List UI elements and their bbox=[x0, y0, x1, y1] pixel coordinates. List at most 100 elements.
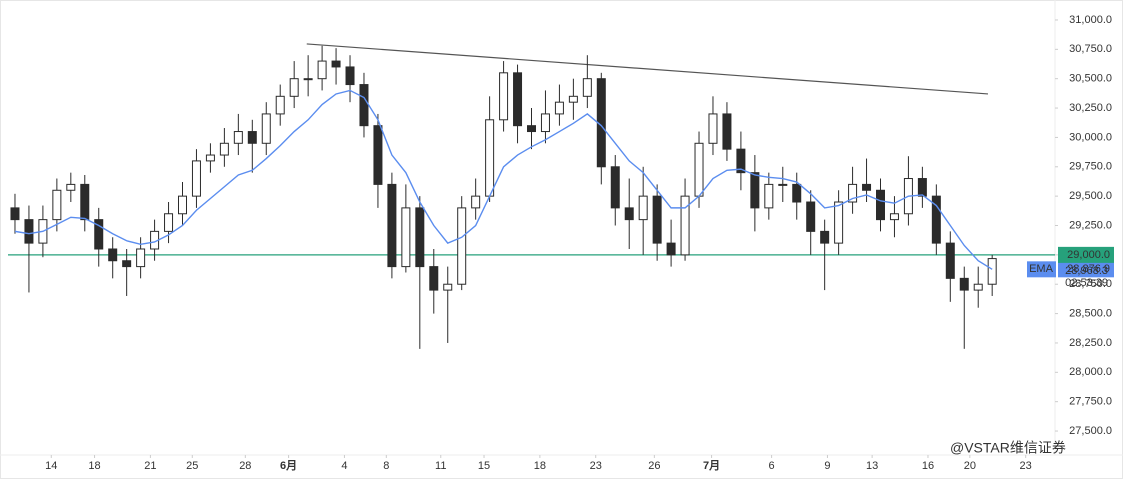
y-tick-label: 28,000.0 bbox=[1069, 366, 1112, 378]
y-tick-label: 30,750.0 bbox=[1069, 43, 1112, 55]
candle-body bbox=[666, 242, 676, 256]
x-tick-label: 14 bbox=[45, 460, 57, 472]
candle-body bbox=[764, 183, 774, 209]
candle-body bbox=[317, 60, 327, 80]
candle-body bbox=[261, 113, 271, 144]
x-tick-label: 23 bbox=[590, 460, 602, 472]
candle-body bbox=[247, 131, 257, 144]
x-tick-label: 16 bbox=[922, 460, 934, 472]
candle-body bbox=[638, 195, 648, 221]
y-tick-label: 30,250.0 bbox=[1069, 102, 1112, 114]
candle-body bbox=[345, 66, 355, 86]
x-tick-label: 6 bbox=[769, 460, 775, 472]
candle-body bbox=[373, 125, 383, 185]
watermark: @VSTAR维信证券 bbox=[950, 440, 1066, 456]
x-tick-label: 11 bbox=[435, 460, 446, 472]
candle-body bbox=[52, 189, 62, 221]
candle-body bbox=[834, 201, 844, 244]
candle-body bbox=[415, 207, 425, 268]
candle-body bbox=[750, 172, 760, 209]
candle-body bbox=[275, 95, 285, 115]
x-tick-label: 13 bbox=[866, 460, 878, 472]
candle-body bbox=[540, 113, 550, 133]
candle-body bbox=[987, 258, 997, 285]
candle-body bbox=[108, 248, 118, 262]
candle-body bbox=[485, 119, 495, 197]
x-tick-label: 4 bbox=[341, 460, 347, 472]
candle-body bbox=[931, 195, 941, 244]
x-tick-label: 26 bbox=[648, 460, 660, 472]
candle-body bbox=[973, 283, 983, 291]
candle-body bbox=[499, 72, 509, 121]
candle-body bbox=[527, 125, 536, 133]
candle-body bbox=[66, 183, 76, 191]
ema-value-box bbox=[1058, 261, 1114, 278]
x-tick-label: 25 bbox=[186, 460, 198, 472]
price-line-box bbox=[1058, 246, 1114, 263]
candle-body bbox=[471, 195, 481, 209]
y-tick-label: 27,750.0 bbox=[1069, 396, 1112, 408]
y-tick-label: 28,750.0 bbox=[1069, 278, 1112, 290]
candle-body bbox=[219, 142, 229, 156]
candle-body bbox=[582, 78, 592, 97]
candle-body bbox=[289, 78, 299, 97]
candle-body bbox=[652, 195, 662, 244]
candle-body bbox=[359, 84, 369, 127]
candle-body bbox=[624, 207, 634, 221]
countdown: 02:53:39 bbox=[1065, 277, 1108, 289]
candle-body bbox=[164, 213, 174, 232]
y-tick-label: 30,500.0 bbox=[1069, 73, 1112, 85]
candle-body bbox=[708, 113, 718, 144]
candle-body bbox=[94, 219, 104, 250]
x-tick-label: 20 bbox=[964, 460, 976, 472]
candle-body bbox=[387, 183, 397, 268]
x-tick-label: 9 bbox=[824, 460, 830, 472]
y-tick-label: 29,750.0 bbox=[1069, 161, 1112, 173]
candle-body bbox=[443, 283, 453, 291]
candle-body bbox=[722, 113, 732, 150]
y-tick-label: 27,500.0 bbox=[1069, 425, 1112, 437]
candle-body bbox=[191, 160, 201, 197]
candle-body bbox=[889, 213, 899, 221]
candle-body bbox=[680, 195, 690, 256]
y-tick-label: 29,500.0 bbox=[1069, 190, 1112, 202]
candle-body bbox=[917, 178, 927, 197]
candle-body bbox=[331, 60, 341, 68]
x-tick-label: 21 bbox=[144, 460, 156, 472]
candle-body bbox=[233, 131, 243, 144]
x-tick-label: 8 bbox=[383, 460, 389, 472]
x-tick-label: 18 bbox=[88, 460, 100, 472]
candle-body bbox=[457, 207, 467, 285]
trendline bbox=[306, 43, 989, 95]
candle-body bbox=[24, 219, 34, 244]
ema-value-label: 28,876.9 bbox=[1067, 263, 1110, 275]
price-line-label: 29,000.0 bbox=[1067, 249, 1110, 261]
ema-line bbox=[14, 89, 993, 270]
candle-body bbox=[806, 201, 816, 232]
candle-body bbox=[694, 142, 704, 197]
candle-body bbox=[303, 78, 313, 81]
candle-body bbox=[554, 101, 564, 115]
y-tick-label: 29,250.0 bbox=[1069, 219, 1112, 231]
candle-body bbox=[736, 148, 746, 174]
candle-body bbox=[945, 242, 955, 279]
candle-body bbox=[778, 183, 788, 186]
candle-body bbox=[862, 183, 872, 191]
candle-body bbox=[848, 183, 858, 203]
candle-body bbox=[568, 95, 578, 103]
candle-body bbox=[80, 183, 90, 221]
x-tick-label: 6月 bbox=[280, 459, 297, 472]
candle-body bbox=[610, 166, 620, 209]
ema-name: EMA bbox=[1029, 263, 1054, 275]
ema-name-box bbox=[1027, 261, 1056, 278]
y-tick-label: 31,000.0 bbox=[1069, 14, 1112, 26]
candle-body bbox=[136, 248, 146, 268]
candle-body bbox=[205, 154, 215, 162]
y-tick-label: 30,000.0 bbox=[1069, 131, 1112, 143]
x-tick-label: 18 bbox=[534, 460, 546, 472]
candle-body bbox=[513, 72, 523, 127]
candle-body bbox=[792, 183, 802, 203]
candle-body bbox=[429, 266, 439, 291]
candle-body bbox=[122, 260, 132, 268]
